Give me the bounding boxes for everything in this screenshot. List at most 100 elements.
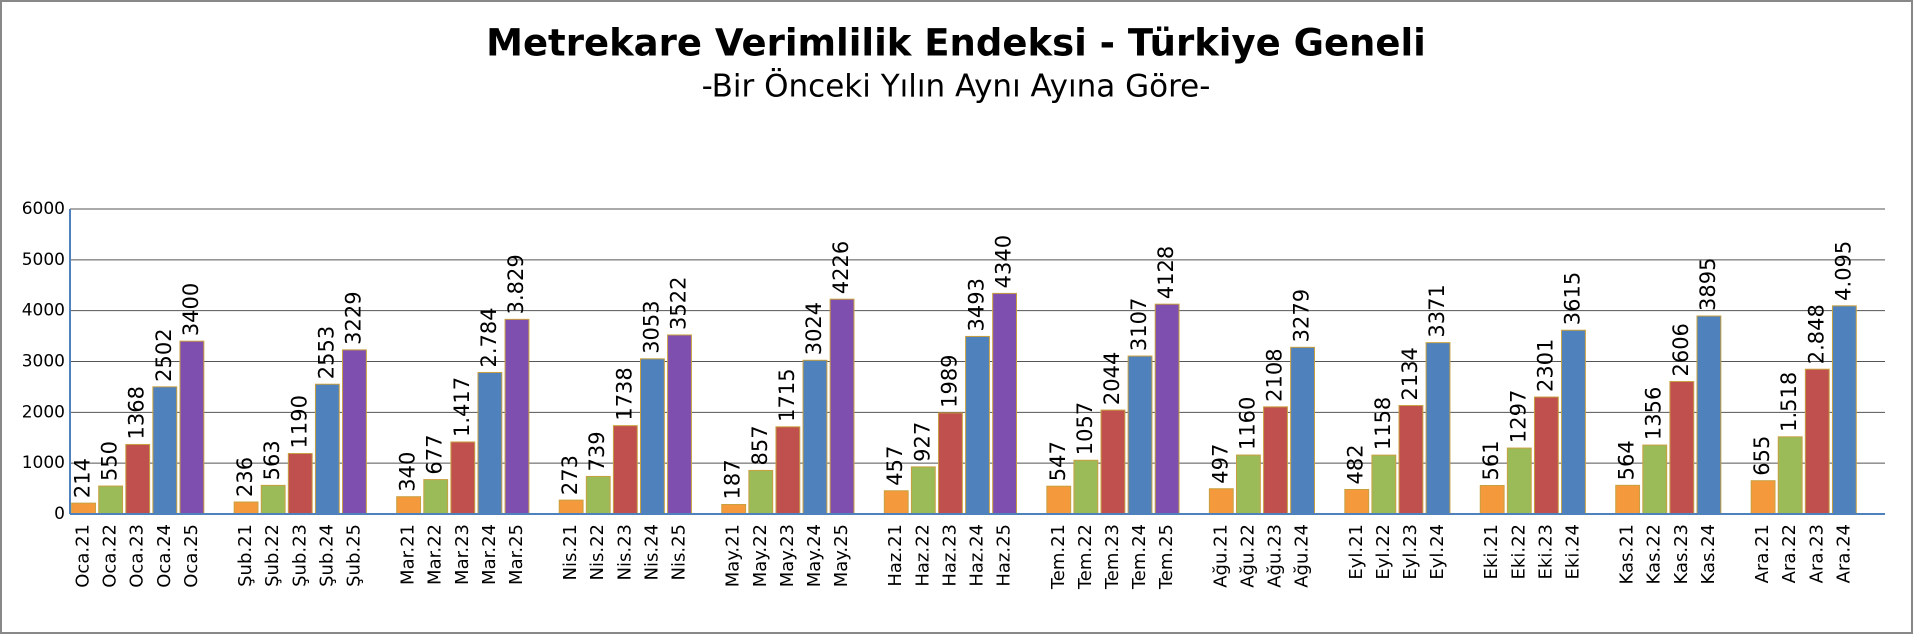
bar — [1263, 406, 1288, 515]
bar — [152, 386, 178, 515]
x-tick-label: Tem.25 — [1156, 524, 1177, 590]
x-tick-label: Ara.21 — [1752, 524, 1773, 583]
bar — [1479, 484, 1505, 515]
bar — [1669, 381, 1695, 515]
bar — [1398, 405, 1424, 515]
bar — [585, 475, 611, 515]
bar — [504, 318, 530, 515]
value-label: 655 — [1750, 436, 1774, 476]
x-tick-label: Oca.24 — [154, 524, 175, 588]
value-label: 1368 — [125, 386, 149, 439]
bar — [558, 499, 584, 515]
value-label: 3053 — [639, 300, 663, 353]
value-label: 1738 — [612, 367, 636, 420]
value-label: 2502 — [152, 328, 176, 381]
bar — [1290, 346, 1315, 515]
x-tick-label: Nis.23 — [614, 524, 635, 580]
value-label: 4340 — [992, 235, 1016, 288]
chart-subtitle: -Bir Önceki Yılın Aynı Ayına Göre- — [702, 68, 1211, 105]
y-tick-label: 2000 — [22, 402, 65, 422]
x-tick-label: Nis.21 — [560, 524, 581, 580]
bar — [342, 349, 367, 515]
x-tick-label: Eki.23 — [1535, 524, 1556, 579]
bar — [965, 335, 990, 515]
bar — [1615, 484, 1641, 515]
bar — [1642, 444, 1668, 515]
value-label: 3229 — [341, 291, 365, 344]
value-label: 2606 — [1669, 323, 1693, 376]
value-label: 3615 — [1560, 272, 1584, 325]
bar — [1235, 454, 1261, 515]
value-label: 2553 — [314, 326, 338, 379]
x-tick-label: Mar.25 — [506, 524, 527, 585]
bar — [640, 358, 665, 515]
bar — [937, 412, 963, 515]
value-label: 1.518 — [1777, 372, 1801, 432]
bar — [910, 466, 936, 515]
value-label: 2301 — [1533, 339, 1557, 392]
value-label: 561 — [1479, 440, 1503, 480]
x-tick-label: Eki.24 — [1562, 524, 1583, 579]
value-label: 4.095 — [1831, 241, 1855, 301]
bar — [883, 490, 909, 515]
value-label: 273 — [558, 455, 582, 495]
value-label: 677 — [423, 434, 447, 474]
value-label: 482 — [1344, 444, 1368, 484]
value-label: 3895 — [1696, 258, 1720, 311]
x-tick-label: Haz.22 — [912, 524, 933, 587]
x-tick-label: Ağu.23 — [1264, 524, 1285, 588]
bar — [1777, 436, 1803, 515]
value-label: 3024 — [802, 302, 826, 355]
bar — [612, 425, 638, 515]
value-label: 3522 — [667, 277, 691, 330]
bar — [1371, 454, 1397, 515]
bar — [287, 453, 313, 515]
y-tick-label: 4000 — [22, 301, 65, 321]
x-tick-label: Eyl.21 — [1346, 524, 1367, 580]
x-tick-label: Eki.21 — [1481, 524, 1502, 579]
x-tick-label: Şub.24 — [316, 524, 337, 587]
y-tick-label: 3000 — [22, 352, 65, 372]
bar — [1208, 488, 1234, 515]
x-tick-label: Oca.21 — [73, 524, 94, 588]
value-label: 2.784 — [477, 307, 501, 367]
value-label: 2134 — [1398, 347, 1422, 400]
x-tick-label: Kas.23 — [1671, 524, 1692, 585]
bar — [802, 359, 828, 515]
bar — [1425, 342, 1451, 515]
bar — [260, 484, 286, 515]
x-tick-label: Eyl.22 — [1373, 524, 1394, 580]
value-label: 550 — [98, 441, 122, 481]
y-tick-label: 5000 — [22, 250, 65, 270]
x-tick-label: May.21 — [723, 524, 744, 587]
x-tick-label: Nis.22 — [587, 524, 608, 580]
value-label: 236 — [233, 457, 257, 497]
value-label: 1190 — [287, 395, 311, 448]
value-label: 1715 — [775, 368, 799, 421]
bar — [667, 334, 692, 515]
y-tick-label: 1000 — [22, 453, 65, 473]
bar — [1154, 303, 1180, 515]
value-label: 3371 — [1425, 284, 1449, 337]
bar — [71, 502, 96, 515]
value-label: 1057 — [1073, 402, 1097, 455]
bar — [1046, 485, 1072, 515]
bar — [748, 469, 774, 515]
bar — [314, 383, 340, 515]
chart-title: Metrekare Verimlilik Endeksi - Türkiye G… — [486, 22, 1426, 65]
x-tick-label: Ağu.24 — [1292, 524, 1313, 588]
bar — [1100, 409, 1126, 515]
x-tick-label: Tem.24 — [1129, 524, 1150, 590]
bar — [1073, 459, 1099, 515]
bar — [721, 503, 747, 515]
x-tick-label: Ara.22 — [1779, 524, 1800, 583]
x-tick-label: May.22 — [750, 524, 771, 587]
x-tick-label: Haz.25 — [994, 524, 1015, 587]
bar — [233, 501, 259, 515]
value-label: 457 — [883, 446, 907, 486]
y-tick-label: 6000 — [22, 199, 65, 219]
value-label: 857 — [748, 425, 772, 465]
x-tick-label: Mar.23 — [452, 524, 473, 585]
